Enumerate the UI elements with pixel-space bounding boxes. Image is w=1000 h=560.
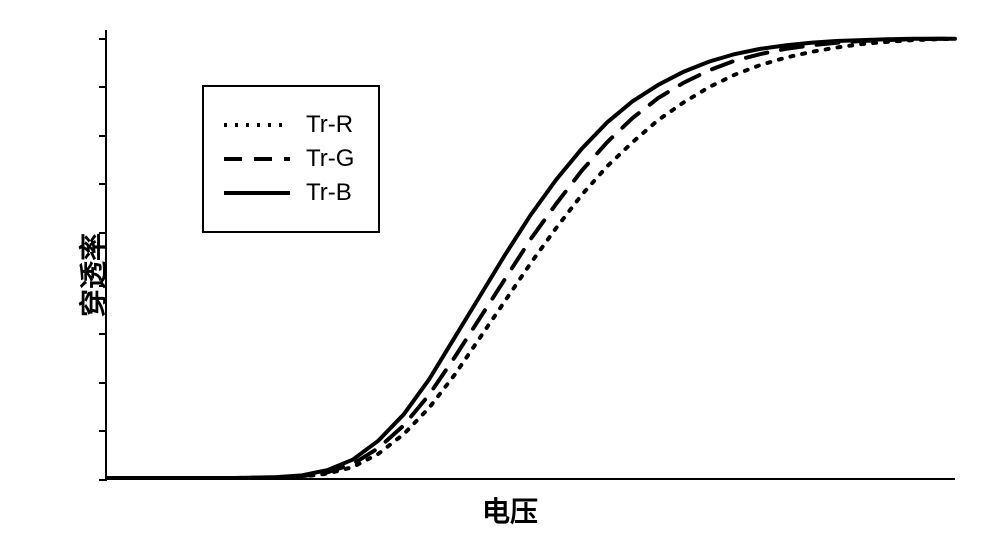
y-tick — [99, 135, 107, 137]
legend-swatch-icon — [222, 149, 292, 169]
legend-item-Tr-B: Tr-B — [222, 179, 354, 207]
y-tick — [99, 285, 107, 287]
x-axis-label: 电压 — [482, 490, 538, 530]
y-tick — [99, 479, 107, 481]
chart-container: 穿透率 Tr-RTr-GTr-B 电压 — [50, 20, 970, 530]
legend-label: Tr-R — [306, 111, 353, 139]
legend-item-Tr-R: Tr-R — [222, 111, 354, 139]
y-tick — [99, 183, 107, 185]
legend-label: Tr-G — [306, 145, 354, 173]
legend-swatch-icon — [222, 115, 292, 135]
legend-box: Tr-R Tr-G Tr-B — [202, 85, 380, 233]
y-tick — [99, 86, 107, 88]
y-tick — [99, 430, 107, 432]
y-tick — [99, 333, 107, 335]
y-tick — [99, 38, 107, 40]
legend-item-Tr-G: Tr-G — [222, 145, 354, 173]
y-tick — [99, 232, 107, 234]
plot-area: Tr-R Tr-G Tr-B — [105, 30, 955, 480]
legend-label: Tr-B — [306, 179, 352, 207]
y-tick — [99, 382, 107, 384]
legend-swatch-icon — [222, 183, 292, 203]
